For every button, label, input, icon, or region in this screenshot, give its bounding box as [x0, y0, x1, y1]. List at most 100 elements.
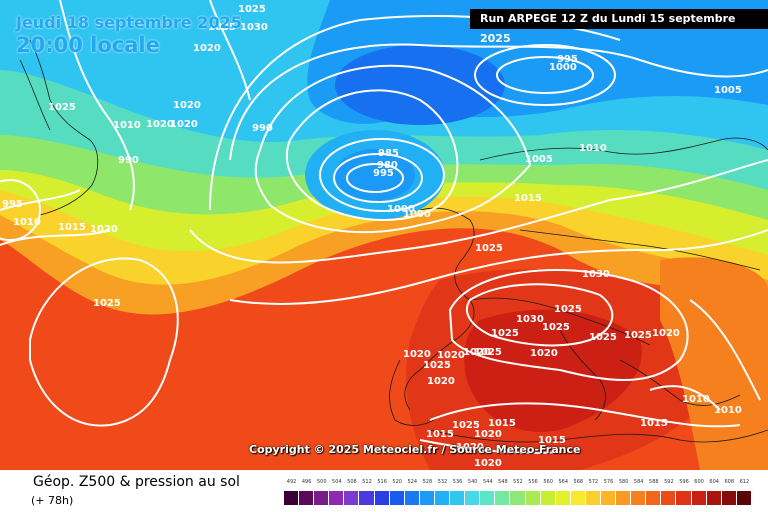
isobar-label: 1000	[549, 62, 577, 73]
isobar-label: 1025	[48, 102, 76, 113]
isobar-1010-west	[0, 189, 81, 211]
isobar-label: 1015	[514, 193, 542, 204]
iberia-coast	[389, 359, 441, 426]
scale-swatch	[555, 491, 571, 505]
isobar-label: 1000	[403, 209, 431, 220]
scale-label: 504	[332, 479, 342, 485]
africa-coast	[429, 429, 768, 443]
scale-swatch	[480, 491, 496, 505]
scale-labels: 492 496 500 504 508 512 516 520 524 528 532 536 540 5…	[284, 478, 752, 488]
scale-swatch	[329, 491, 345, 505]
coastlines	[19, 39, 768, 443]
isobar-label: 1015	[58, 222, 86, 233]
isobar-label: 1010	[113, 120, 141, 131]
isobar-label: 1020	[652, 328, 680, 339]
isobar-label: 1025	[624, 330, 652, 341]
isobar-label: 1000	[387, 204, 415, 215]
scale-label: 584	[633, 479, 644, 485]
scale-label: 604	[709, 479, 719, 485]
forecast-local-time: 20:00 locale	[16, 33, 160, 57]
isobar-label: 1030	[240, 22, 268, 33]
isobar-1015-west	[0, 229, 111, 246]
scale-label: 536	[452, 479, 463, 485]
isobar-label: 1015	[426, 429, 454, 440]
isobar-label: 1020	[90, 224, 118, 235]
scale-label: 612	[739, 479, 750, 485]
isobar-label: 1025	[554, 304, 582, 315]
lead-time: (+ 78h)	[31, 494, 74, 507]
isobar-label: 1020	[437, 350, 465, 361]
isobar-label: 1020	[403, 349, 431, 360]
scale-swatch	[661, 491, 677, 505]
isobar-label: 995	[2, 199, 23, 210]
scale-swatch	[600, 491, 617, 505]
isobar-label: 1025	[542, 322, 570, 333]
isobar-1015-east	[689, 299, 761, 401]
isobar-label: 1010	[714, 405, 742, 416]
isobar-label: 1010	[579, 143, 607, 154]
isobar-label: 1020	[146, 119, 174, 130]
isobar-label: 1020	[193, 43, 221, 54]
isobar-1010-east	[649, 385, 721, 411]
isobar-label: 1020	[474, 458, 502, 469]
scale-label: 568	[573, 479, 584, 485]
isobar-label: 1025	[589, 332, 617, 343]
scale-label: 500	[316, 479, 327, 485]
scale-label: 544	[482, 479, 493, 485]
isobar-label: 1030	[582, 269, 610, 280]
isobar-label: 1030	[516, 314, 544, 325]
isobar-label: 1010	[13, 217, 41, 228]
isobar-label: 1005	[714, 85, 742, 96]
scale-bar	[284, 491, 752, 505]
scale-label: 560	[543, 479, 553, 485]
scale-swatch	[540, 491, 556, 505]
scale-label: 508	[347, 479, 357, 485]
run-banner: Run ARPEGE 12 Z du Lundi 15 septembre 20…	[470, 9, 768, 45]
scale-swatch	[721, 491, 737, 505]
scale-swatch	[344, 491, 360, 505]
scale-label: 600	[694, 479, 704, 485]
isobar-label: 1025	[474, 347, 502, 358]
scale-label: 588	[649, 479, 659, 485]
isobar-label: 995	[557, 54, 578, 65]
scale-swatch	[736, 491, 752, 505]
greenland-inner	[19, 59, 51, 131]
scale-label: 520	[392, 479, 402, 485]
scale-label: 512	[362, 479, 372, 485]
italy-coast	[559, 329, 606, 421]
scale-swatch	[465, 491, 481, 505]
scale-label: 580	[618, 479, 629, 485]
isobar-label: 1015	[538, 435, 566, 446]
scale-label: 596	[679, 479, 689, 485]
isobar-label: 1015	[640, 418, 668, 429]
field-lowcore-north	[335, 45, 505, 125]
scale-swatch	[450, 491, 466, 505]
scale-swatch	[374, 491, 390, 505]
scale-swatch	[691, 491, 707, 505]
scale-label: 548	[498, 479, 508, 485]
isobar-985	[333, 153, 423, 203]
forecast-date: Jeudi 18 septembre 2025	[16, 13, 242, 32]
isobar-995	[285, 89, 459, 221]
scale-label: 528	[422, 479, 433, 485]
isobar-995-west	[0, 179, 41, 241]
isobar-1025	[448, 269, 689, 381]
isobar-1020	[229, 229, 768, 305]
isobar-label: 980	[377, 160, 398, 171]
scale-label: 516	[377, 479, 387, 485]
scale-swatch	[631, 491, 647, 505]
product-title: Géop. Z500 & pression au sol	[33, 474, 240, 490]
greenland-coast	[29, 39, 99, 216]
scale-swatch	[570, 491, 586, 505]
scale-swatch	[676, 491, 692, 505]
isobar-label: 1010	[682, 394, 710, 405]
field-east	[660, 257, 768, 470]
isobar-1020-greenland	[59, 0, 135, 211]
isobar-label: 995	[373, 168, 394, 179]
isobar-label: 1035	[208, 22, 236, 33]
scale-swatch	[646, 491, 662, 505]
scale-label: 572	[588, 479, 599, 485]
scale-swatch	[299, 491, 315, 505]
scale-swatch	[525, 491, 541, 505]
